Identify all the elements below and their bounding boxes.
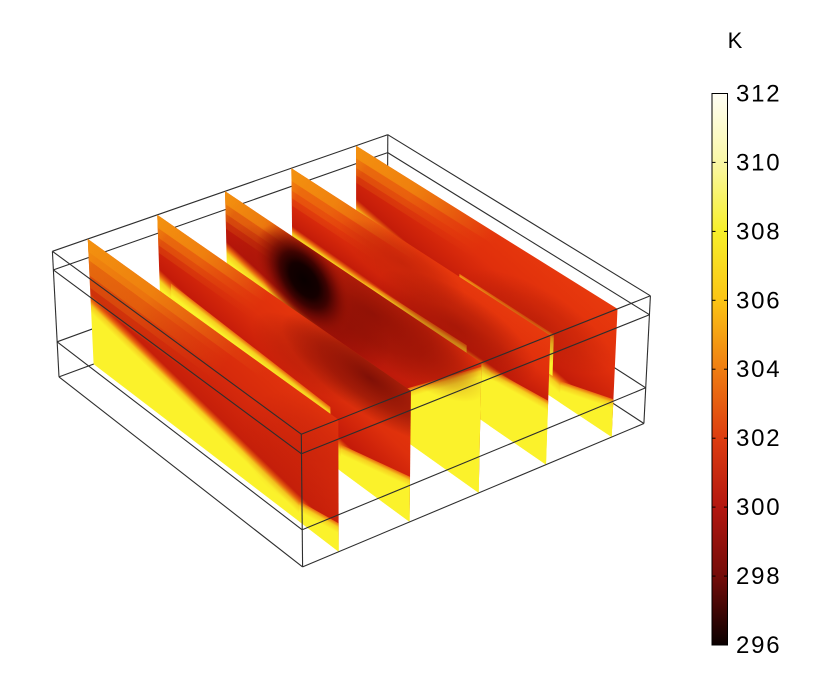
svg-text:310: 310 bbox=[736, 149, 781, 176]
svg-text:K: K bbox=[728, 28, 743, 53]
svg-text:306: 306 bbox=[736, 287, 781, 314]
svg-text:298: 298 bbox=[736, 563, 781, 590]
svg-text:300: 300 bbox=[736, 494, 781, 521]
svg-text:312: 312 bbox=[736, 81, 781, 108]
svg-text:308: 308 bbox=[736, 218, 781, 245]
svg-text:296: 296 bbox=[736, 632, 781, 659]
svg-text:302: 302 bbox=[736, 425, 781, 452]
svg-text:304: 304 bbox=[736, 356, 781, 383]
